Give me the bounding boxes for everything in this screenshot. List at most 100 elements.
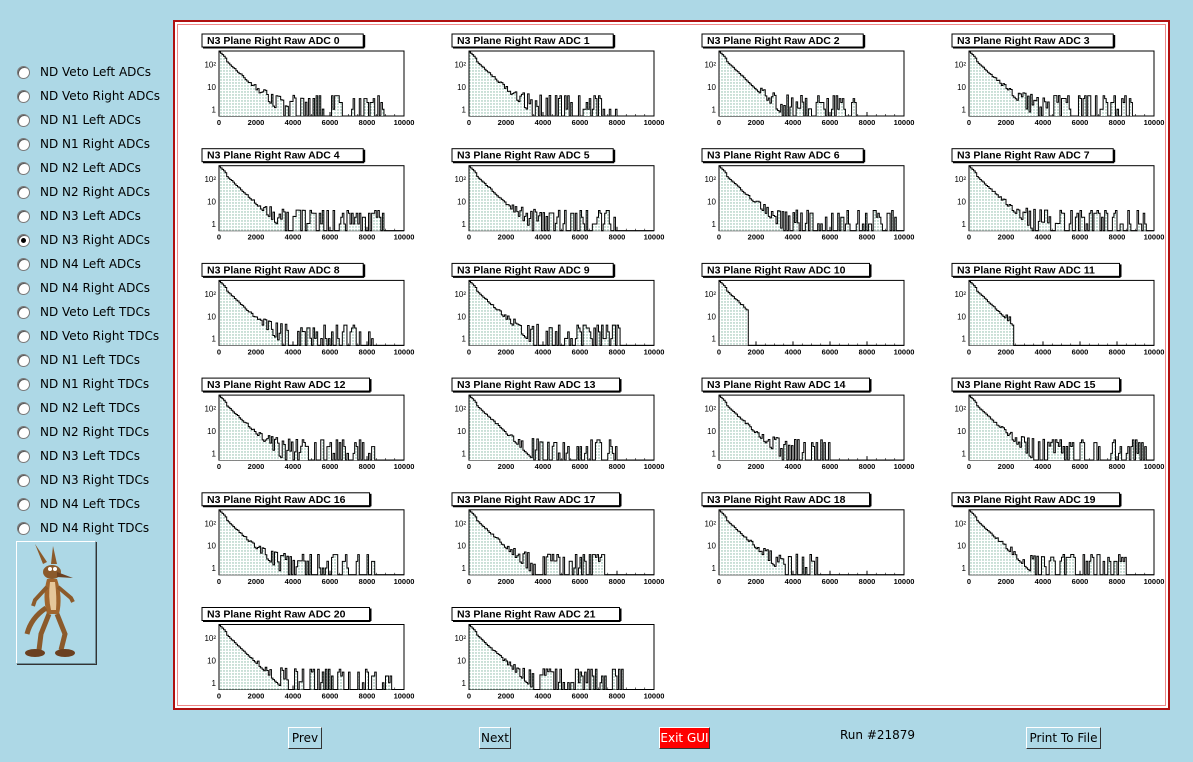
radio-option[interactable]: ND N3 Left ADCs	[14, 204, 174, 228]
x-tick-label: 2000	[498, 233, 515, 242]
radio-button-icon[interactable]	[17, 449, 30, 463]
histogram-line	[218, 625, 404, 690]
x-tick-label: 0	[717, 347, 721, 356]
radio-option[interactable]: ND N2 Left ADCs	[14, 156, 174, 180]
radio-option[interactable]: ND N2 Right ADCs	[14, 180, 174, 204]
radio-button-icon[interactable]	[17, 401, 30, 415]
print-to-file-button[interactable]: Print To File	[1026, 727, 1101, 749]
histogram-canvas: 1 10 10² 0 2000 4000 6000 8000 10000 N3 Plane Rig…	[173, 20, 1170, 710]
y-tick-label: 10²	[454, 175, 466, 184]
radio-button-icon[interactable]	[17, 233, 30, 247]
radio-option[interactable]: ND N3 Right TDCs	[14, 468, 174, 492]
radio-button-icon[interactable]	[17, 89, 30, 103]
radio-button-icon[interactable]	[17, 377, 30, 391]
histogram-line	[218, 395, 404, 461]
radio-option[interactable]: ND N2 Left TDCs	[14, 396, 174, 420]
x-tick-label: 6000	[822, 118, 839, 127]
radio-button-icon[interactable]	[17, 497, 30, 511]
radio-button-icon[interactable]	[17, 137, 30, 151]
x-tick-label: 4000	[535, 118, 552, 127]
radio-button-icon[interactable]	[17, 185, 30, 199]
histogram-panel: 1 10 10² 0 2000 4000 6000 8000 10000 N3 Plane Rig…	[701, 262, 914, 356]
radio-button-icon[interactable]	[17, 425, 30, 439]
radio-button-icon[interactable]	[17, 113, 30, 127]
next-button[interactable]: Next	[479, 727, 511, 749]
prev-button[interactable]: Prev	[288, 727, 322, 749]
radio-button-icon[interactable]	[17, 353, 30, 367]
x-tick-label: 10000	[644, 347, 665, 356]
histogram-line	[718, 166, 904, 232]
x-tick-label: 6000	[572, 233, 589, 242]
x-tick-label: 8000	[609, 692, 626, 701]
y-tick-label: 10²	[454, 634, 466, 643]
histogram-fill	[969, 396, 1154, 461]
radio-option-label: ND Veto Right TDCs	[40, 329, 160, 343]
histogram-fill	[719, 510, 904, 575]
x-tick-label: 0	[967, 347, 971, 356]
radio-button-icon[interactable]	[17, 521, 30, 535]
radio-button-icon[interactable]	[17, 329, 30, 343]
radio-button-icon[interactable]	[17, 209, 30, 223]
radio-option[interactable]: ND N4 Left TDCs	[14, 492, 174, 516]
histogram-panel: 1 10 10² 0 2000 4000 6000 8000 10000 N3 Plane Rig…	[201, 262, 414, 356]
x-tick-label: 4000	[285, 347, 302, 356]
x-tick-label: 0	[467, 347, 471, 356]
radio-option[interactable]: ND N1 Right TDCs	[14, 372, 174, 396]
radio-option[interactable]: ND N1 Right ADCs	[14, 132, 174, 156]
x-tick-label: 8000	[1109, 577, 1126, 586]
radio-button-icon[interactable]	[17, 257, 30, 271]
histogram-line	[718, 510, 904, 576]
radio-button-icon[interactable]	[17, 161, 30, 175]
run-number-label: Run #21879	[840, 728, 916, 742]
x-tick-label: 10000	[894, 118, 915, 127]
radio-option[interactable]: ND N3 Left TDCs	[14, 444, 174, 468]
histogram-panel: 1 10 10² 0 2000 4000 6000 8000 10000 N3 Plane Rig…	[951, 262, 1164, 356]
y-tick-label: 10	[957, 427, 966, 436]
x-tick-label: 8000	[859, 577, 876, 586]
plot-title: N3 Plane Right Raw ADC 20	[207, 609, 346, 621]
y-tick-label: 10	[457, 427, 466, 436]
radio-option[interactable]: ND N3 Right ADCs	[14, 228, 174, 252]
x-tick-label: 6000	[822, 347, 839, 356]
radio-option[interactable]: ND Veto Left ADCs	[14, 60, 174, 84]
radio-option[interactable]: ND Veto Left TDCs	[14, 300, 174, 324]
y-tick-label: 10	[707, 427, 716, 436]
radio-option-label: ND N1 Left ADCs	[40, 113, 141, 127]
radio-option[interactable]: ND N1 Left ADCs	[14, 108, 174, 132]
cartoon-coyote-icon	[24, 544, 75, 657]
exit-gui-button[interactable]: Exit GUI	[659, 727, 710, 749]
x-tick-label: 6000	[322, 692, 339, 701]
y-tick-label: 10	[457, 542, 466, 551]
y-tick-label: 1	[212, 335, 217, 344]
radio-option[interactable]: ND N4 Right ADCs	[14, 276, 174, 300]
radio-option[interactable]: ND Veto Right TDCs	[14, 324, 174, 348]
radio-option[interactable]: ND N2 Right TDCs	[14, 420, 174, 444]
radio-option[interactable]: ND N4 Left ADCs	[14, 252, 174, 276]
histogram-fill	[719, 52, 904, 116]
x-tick-label: 0	[217, 577, 221, 586]
radio-button-icon[interactable]	[17, 65, 30, 79]
x-tick-label: 2000	[748, 577, 765, 586]
radio-button-icon[interactable]	[17, 473, 30, 487]
radio-option[interactable]: ND N4 Right TDCs	[14, 516, 174, 540]
x-tick-label: 0	[717, 233, 721, 242]
x-tick-label: 2000	[248, 462, 265, 471]
y-tick-label: 1	[712, 105, 717, 114]
radio-button-icon[interactable]	[17, 305, 30, 319]
plot-title: N3 Plane Right Raw ADC 6	[707, 150, 840, 162]
x-tick-label: 2000	[998, 118, 1015, 127]
x-tick-label: 2000	[248, 347, 265, 356]
histogram-panel: 1 10 10² 0 2000 4000 6000 8000 10000 N3 Plane Rig…	[451, 607, 664, 701]
x-tick-label: 10000	[894, 577, 915, 586]
y-tick-label: 10	[707, 542, 716, 551]
x-tick-label: 6000	[572, 347, 589, 356]
plot-title: N3 Plane Right Raw ADC 8	[207, 264, 340, 276]
plot-title: N3 Plane Right Raw ADC 12	[207, 379, 346, 391]
x-tick-label: 4000	[1035, 577, 1052, 586]
radio-option-label: ND Veto Right ADCs	[40, 89, 161, 103]
histogram-panel: 1 10 10² 0 2000 4000 6000 8000 10000 N3 Plane Rig…	[951, 377, 1164, 471]
y-tick-label: 1	[962, 105, 967, 114]
radio-option[interactable]: ND N1 Left TDCs	[14, 348, 174, 372]
radio-option[interactable]: ND Veto Right ADCs	[14, 84, 174, 108]
radio-button-icon[interactable]	[17, 281, 30, 295]
